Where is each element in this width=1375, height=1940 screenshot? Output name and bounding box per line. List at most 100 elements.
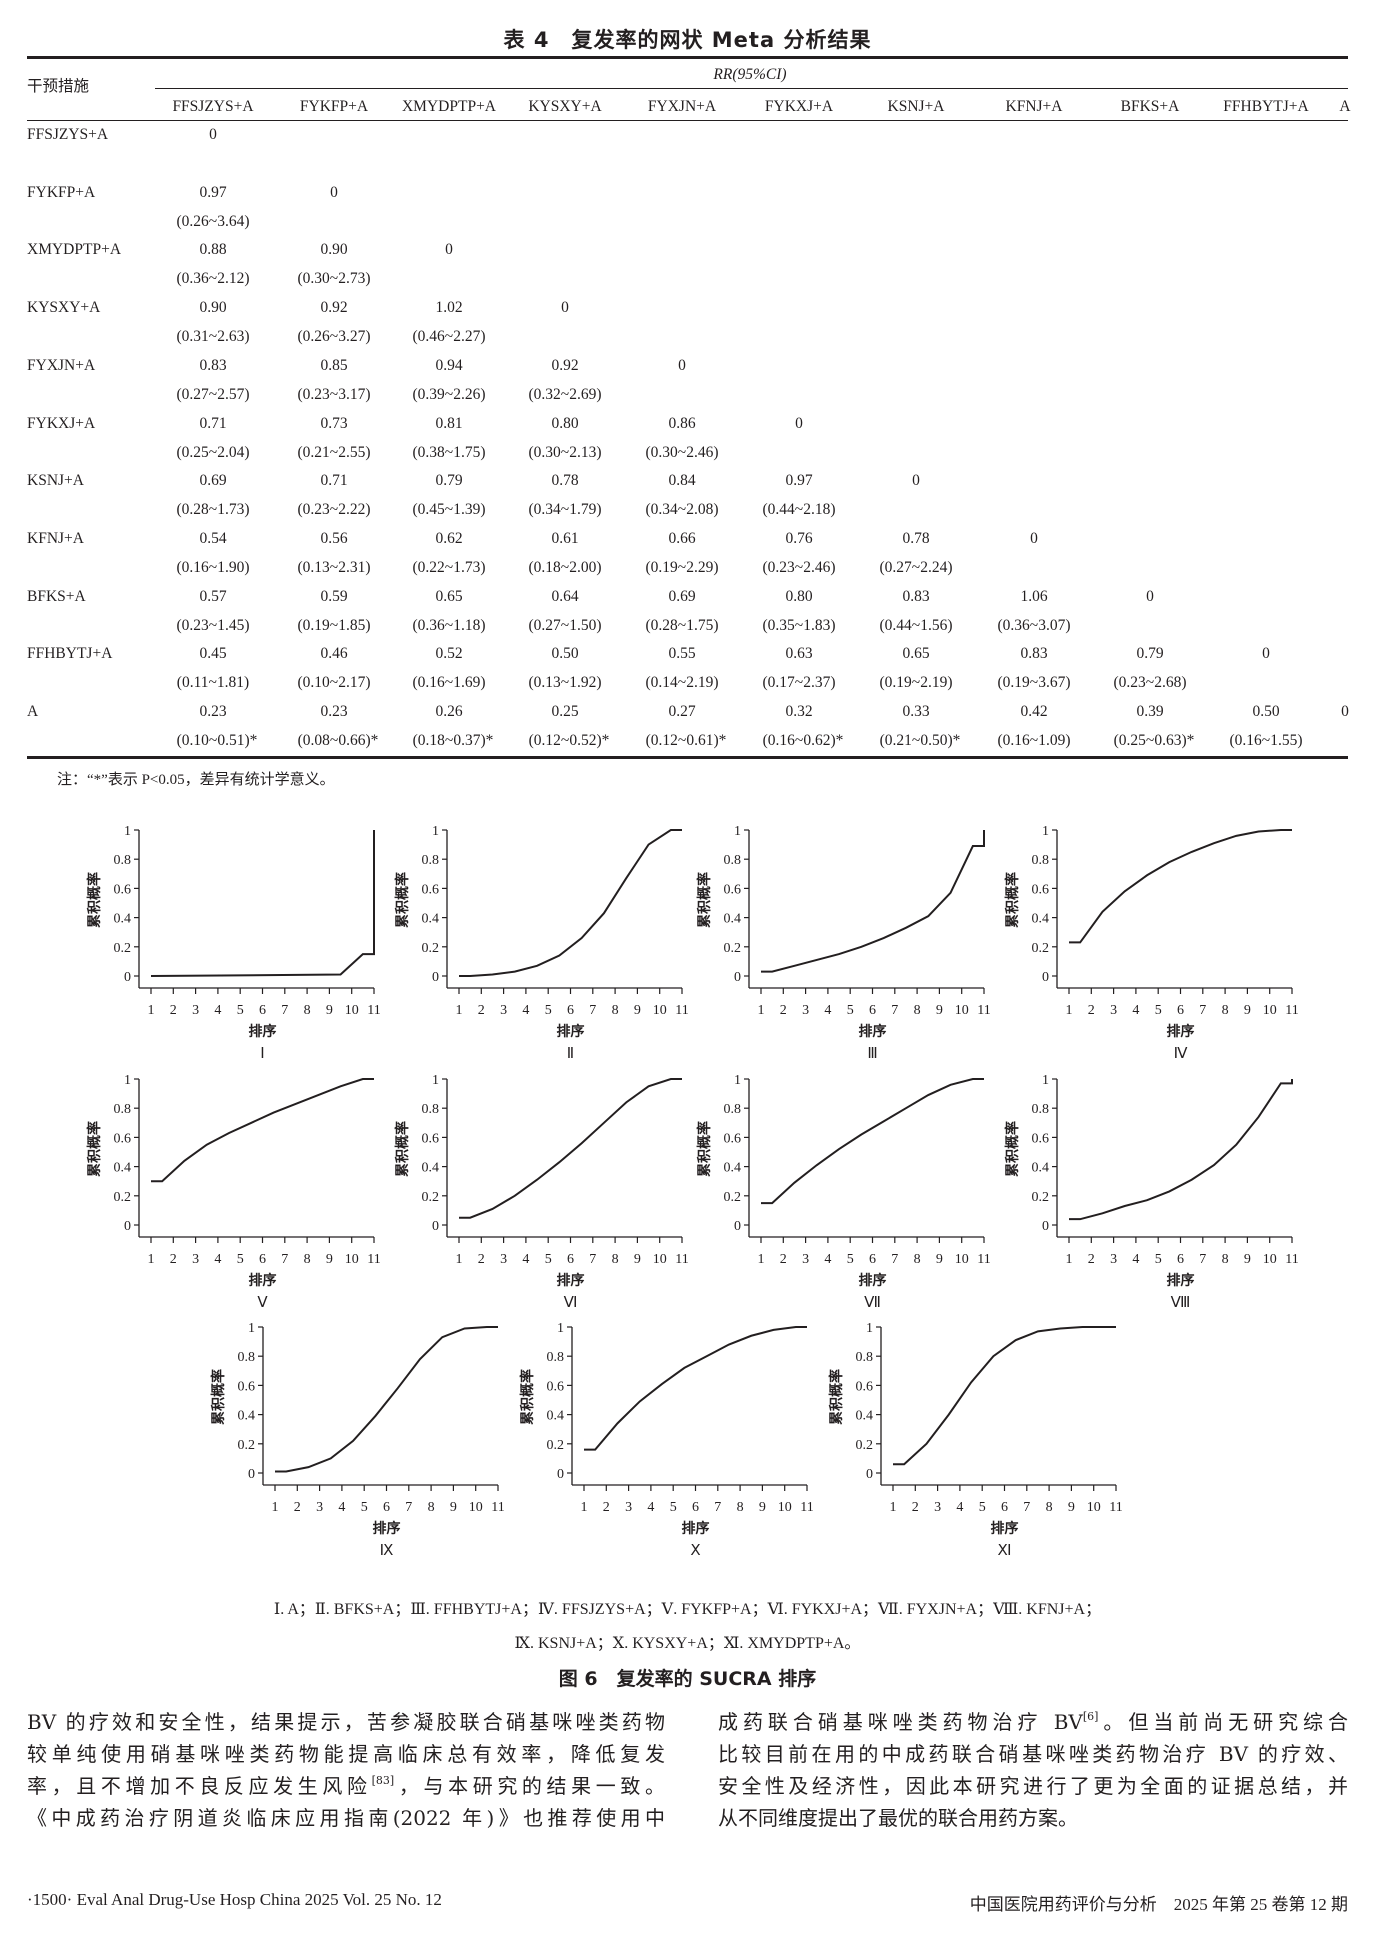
y-axis-label: 累积概率 — [519, 1369, 536, 1425]
x-tick-label: 1 — [890, 1500, 897, 1515]
y-tick-label: 0.8 — [1032, 853, 1050, 868]
y-axis-label: 累积概率 — [210, 1369, 227, 1425]
rr-value: 0.71 — [320, 472, 348, 490]
x-tick-label: 10 — [653, 1003, 667, 1018]
rr-value: 1.06 — [1020, 587, 1048, 605]
y-tick-label: 0 — [1042, 970, 1049, 985]
ci-value: (0.26~3.27) — [297, 328, 371, 346]
y-axis-label: 累积概率 — [394, 1121, 411, 1177]
x-tick-label: 6 — [1177, 1003, 1184, 1018]
x-axis-label: 排序 — [991, 1520, 1019, 1537]
x-axis-label: 排序 — [1167, 1023, 1195, 1040]
rr-value: 0.88 — [199, 241, 227, 259]
ci-value: (0.45~1.39) — [412, 501, 486, 519]
rr-value: 0.86 — [668, 414, 696, 432]
x-tick-label: 4 — [956, 1500, 963, 1515]
table-top-rule — [27, 56, 1348, 59]
text: BV 的疗效和安全性，结果提示，苦参凝胶联合硝基咪唑类药物 — [27, 1710, 665, 1734]
text: 从不同维度提出了最优的联合用药方案。 — [718, 1806, 1078, 1830]
y-tick-label: 0.8 — [114, 853, 132, 868]
rr-value: 0.71 — [199, 414, 227, 432]
x-tick-label: 9 — [326, 1003, 333, 1018]
y-tick-label: 0.2 — [114, 941, 132, 956]
ci-value: (0.31~2.63) — [176, 328, 250, 346]
x-tick-label: 2 — [170, 1252, 177, 1267]
x-tick-label: 4 — [522, 1003, 529, 1018]
row-label: KYSXY+A — [27, 299, 101, 317]
rr-value: 0.50 — [1252, 703, 1280, 720]
rr-value: 0 — [1146, 587, 1154, 605]
y-tick-label: 0.6 — [422, 1131, 440, 1146]
column-header: FYKXJ+A — [764, 98, 834, 115]
x-tick-label: 11 — [491, 1500, 504, 1515]
x-tick-label: 7 — [1199, 1003, 1206, 1018]
x-tick-label: 7 — [891, 1252, 898, 1267]
x-tick-label: 2 — [294, 1500, 301, 1515]
x-tick-label: 5 — [979, 1500, 986, 1515]
y-tick-label: 0.4 — [114, 912, 132, 927]
x-tick-label: 1 — [758, 1252, 765, 1267]
y-tick-label: 0.8 — [422, 853, 440, 868]
rr-value: 0.76 — [785, 529, 813, 547]
y-tick-label: 0 — [734, 1219, 741, 1234]
row-label: FYKFP+A — [27, 183, 96, 201]
rr-value: 0.32 — [785, 703, 813, 720]
y-axis-label: 累积概率 — [696, 872, 713, 928]
rr-value: 0.42 — [1020, 703, 1048, 720]
ci-value: (0.16~1.90) — [176, 558, 250, 576]
rr-value: 0.73 — [320, 414, 348, 432]
y-axis-label: 累积概率 — [828, 1369, 845, 1425]
x-tick-label: 1 — [272, 1500, 279, 1515]
y-tick-label: 0 — [734, 970, 741, 985]
x-tick-label: 6 — [1001, 1500, 1008, 1515]
y-tick-label: 0.6 — [724, 1131, 742, 1146]
y-tick-label: 1 — [432, 824, 439, 839]
text-line: 《中成药治疗阴道炎临床应用指南(2022 年)》也推荐使用中 — [27, 1802, 665, 1834]
x-tick-label: 11 — [977, 1252, 990, 1267]
x-tick-label: 8 — [1222, 1003, 1229, 1018]
y-tick-label: 0.2 — [1032, 941, 1050, 956]
x-tick-label: 11 — [1285, 1252, 1298, 1267]
ci-value: (0.21~0.50)* — [879, 732, 961, 749]
text-line: 安全性及经济性，因此本研究进行了更为全面的证据总结，并 — [718, 1770, 1348, 1802]
text: 安全性及经济性，因此本研究进行了更为全面的证据总结，并 — [718, 1774, 1348, 1798]
row-label: BFKS+A — [27, 587, 86, 605]
rr-value: 0.83 — [199, 356, 227, 374]
x-tick-label: 8 — [737, 1500, 744, 1515]
y-tick-label: 1 — [124, 824, 131, 839]
x-tick-label: 1 — [456, 1003, 463, 1018]
x-tick-label: 3 — [934, 1500, 941, 1515]
y-tick-label: 0.2 — [724, 941, 742, 956]
text: 比较目前在用的中成药联合硝基咪唑类药物治疗 BV 的疗效、 — [718, 1742, 1348, 1766]
x-tick-label: 3 — [500, 1003, 507, 1018]
y-tick-label: 0 — [1042, 1219, 1049, 1234]
rr-value: 0 — [209, 126, 217, 143]
x-tick-label: 10 — [345, 1252, 359, 1267]
x-tick-label: 2 — [478, 1252, 485, 1267]
y-tick-label: 0.6 — [238, 1379, 256, 1394]
x-tick-label: 7 — [1199, 1252, 1206, 1267]
y-tick-label: 0.2 — [238, 1438, 256, 1453]
table-bottom-rule — [27, 756, 1348, 759]
x-tick-label: 10 — [653, 1252, 667, 1267]
x-tick-label: 9 — [1244, 1252, 1251, 1267]
x-tick-label: 11 — [1109, 1500, 1122, 1515]
rr-value: 0.64 — [551, 587, 579, 605]
y-tick-label: 0.8 — [724, 853, 742, 868]
x-tick-label: 5 — [1155, 1252, 1162, 1267]
y-tick-label: 0 — [124, 970, 131, 985]
x-tick-label: 7 — [589, 1003, 596, 1018]
x-tick-label: 6 — [869, 1252, 876, 1267]
rr-value: 0.23 — [320, 703, 348, 720]
x-tick-label: 3 — [316, 1500, 323, 1515]
cumulative-probability-line — [584, 1326, 807, 1451]
rr-value: 0.55 — [668, 645, 696, 663]
x-tick-label: 5 — [237, 1003, 244, 1018]
ci-value: (0.16~1.09) — [997, 732, 1071, 749]
x-axis-label: 排序 — [557, 1023, 585, 1040]
ci-value: (0.08~0.66)* — [297, 732, 379, 749]
x-axis-label: 排序 — [682, 1520, 710, 1537]
x-tick-label: 10 — [1263, 1252, 1277, 1267]
